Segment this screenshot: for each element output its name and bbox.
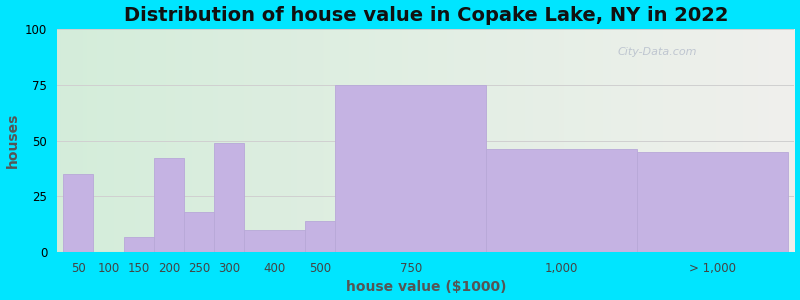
Bar <box>214 143 245 252</box>
Bar <box>154 158 184 252</box>
Bar <box>123 236 154 252</box>
X-axis label: house value ($1000): house value ($1000) <box>346 280 506 294</box>
Bar <box>245 230 305 252</box>
Bar <box>305 221 335 252</box>
Bar <box>63 174 94 252</box>
Bar <box>184 212 214 252</box>
Bar <box>638 152 789 252</box>
Text: City-Data.com: City-Data.com <box>618 47 697 57</box>
Title: Distribution of house value in Copake Lake, NY in 2022: Distribution of house value in Copake La… <box>123 6 728 25</box>
Bar <box>335 85 486 252</box>
Y-axis label: houses: houses <box>6 113 19 168</box>
Bar <box>486 149 638 252</box>
